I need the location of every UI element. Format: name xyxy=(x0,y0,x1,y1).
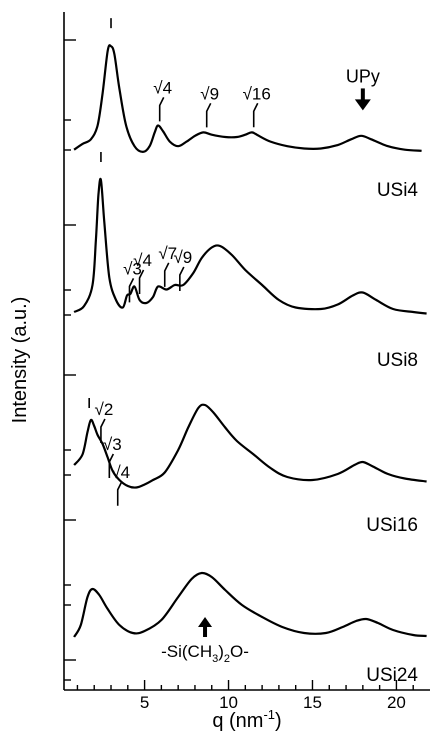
series-line-usi24 xyxy=(73,571,427,638)
y-axis-label: Intensity (a.u.) xyxy=(9,297,31,424)
peak-marker xyxy=(108,453,115,478)
peak-annotation: √4 xyxy=(133,251,152,270)
peak-annotation: -Si(CH3)2O- xyxy=(161,642,249,665)
peak-annotation: UPy xyxy=(346,66,380,86)
series-label: USi24 xyxy=(366,665,418,686)
x-ticks: 5 10 15 20 xyxy=(76,680,414,712)
peak-annotation: √2 xyxy=(95,400,114,419)
peak-marker xyxy=(179,266,185,291)
peak-annotation: √3 xyxy=(103,435,122,454)
arrow-down-head xyxy=(354,99,371,111)
peak-marker xyxy=(163,262,170,287)
x-axis-label: q (nm-1) xyxy=(212,707,281,732)
peak-marker xyxy=(138,269,145,294)
x-axis-label-end: ) xyxy=(275,710,282,732)
peak-marker xyxy=(205,102,212,128)
peak-annotation: √9 xyxy=(200,84,219,103)
peak-marker xyxy=(128,278,135,303)
peak-annotation: √3 xyxy=(123,259,142,278)
arrow-up-icon xyxy=(198,617,213,627)
peak-marker xyxy=(100,418,106,443)
series-line-usi4 xyxy=(73,44,422,153)
x-tick-label: 5 xyxy=(140,693,149,712)
series-labels: USi4 USi8 USi16 USi24 xyxy=(366,180,418,686)
peak-annotation: √4 xyxy=(111,463,130,482)
series-label: USi4 xyxy=(377,180,419,201)
series-label: USi16 xyxy=(366,515,418,536)
peak-annotation: √4 xyxy=(153,78,172,97)
y-ticks xyxy=(64,39,76,681)
series-line-usi8 xyxy=(73,177,427,315)
series-label: USi8 xyxy=(377,350,418,371)
x-tick-label: 15 xyxy=(303,693,322,712)
curves xyxy=(73,44,427,638)
peak-annotation: √9 xyxy=(173,248,192,267)
peak-marker xyxy=(116,481,123,506)
peak-annotation: √7 xyxy=(158,244,177,263)
peak-marker xyxy=(158,97,165,122)
x-tick-label: 20 xyxy=(387,693,406,712)
peak-marker xyxy=(252,102,259,128)
peak-annotation: √16 xyxy=(243,84,271,103)
series-line-usi16 xyxy=(73,403,427,489)
axes xyxy=(63,12,430,691)
x-tick-label: 10 xyxy=(219,693,238,712)
x-axis-label-superscript: -1 xyxy=(263,707,275,722)
x-axis-label-main: q (nm xyxy=(212,710,263,732)
